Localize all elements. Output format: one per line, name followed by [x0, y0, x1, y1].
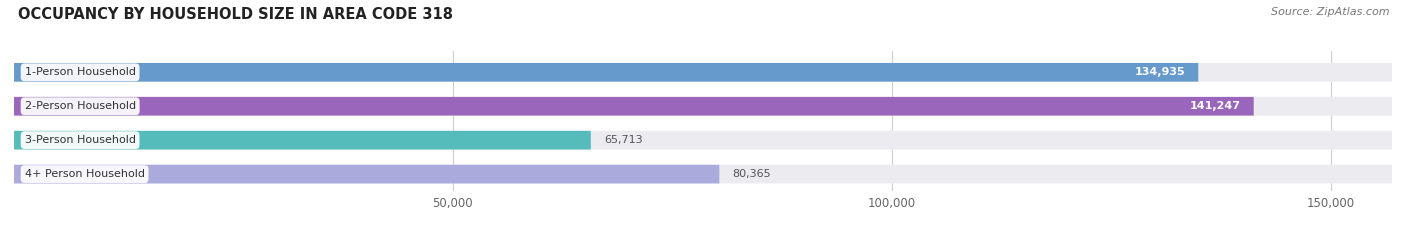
FancyBboxPatch shape	[14, 131, 1392, 150]
Text: 2-Person Household: 2-Person Household	[24, 101, 136, 111]
FancyBboxPatch shape	[14, 63, 1198, 82]
FancyBboxPatch shape	[14, 131, 591, 150]
Text: 134,935: 134,935	[1135, 67, 1185, 77]
Text: 141,247: 141,247	[1189, 101, 1240, 111]
Text: 1-Person Household: 1-Person Household	[24, 67, 135, 77]
Text: 4+ Person Household: 4+ Person Household	[24, 169, 145, 179]
FancyBboxPatch shape	[14, 63, 1392, 82]
Text: 3-Person Household: 3-Person Household	[24, 135, 135, 145]
FancyBboxPatch shape	[14, 97, 1254, 116]
Text: OCCUPANCY BY HOUSEHOLD SIZE IN AREA CODE 318: OCCUPANCY BY HOUSEHOLD SIZE IN AREA CODE…	[18, 7, 453, 22]
FancyBboxPatch shape	[14, 165, 1392, 183]
FancyBboxPatch shape	[14, 97, 1392, 116]
Text: 80,365: 80,365	[733, 169, 770, 179]
Text: Source: ZipAtlas.com: Source: ZipAtlas.com	[1271, 7, 1389, 17]
Text: 65,713: 65,713	[605, 135, 643, 145]
FancyBboxPatch shape	[14, 165, 720, 183]
